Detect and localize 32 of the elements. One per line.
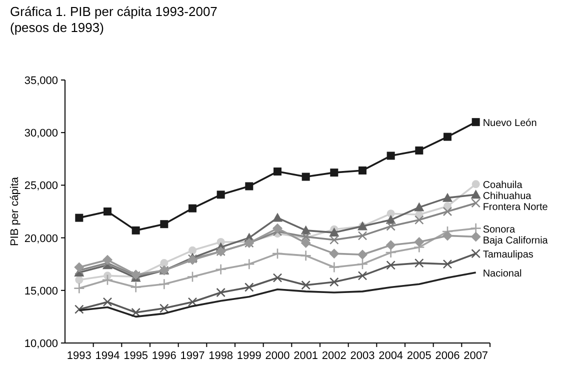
- x-tick-label: 2002: [322, 350, 346, 362]
- y-tick-label: 10,000: [24, 338, 58, 350]
- series-label: Baja California: [482, 235, 548, 246]
- x-tick-label: 2005: [406, 350, 432, 362]
- x-tick-label: 1996: [152, 350, 176, 362]
- series-label: Nuevo León: [482, 118, 537, 130]
- x-tick-label: 2006: [435, 350, 460, 362]
- y-axis-title: PIB per cápita: [9, 176, 21, 246]
- series-label: Tamaulipas: [482, 250, 534, 261]
- series-label: Nacional: [482, 268, 522, 280]
- y-tick-label: 20,000: [24, 232, 58, 245]
- y-tick-label: 25,000: [24, 180, 58, 192]
- x-tick-label: 2001: [294, 350, 318, 362]
- x-tick-label: 2004: [378, 350, 404, 362]
- x-tick-label: 2007: [464, 350, 488, 362]
- chart-subtitle: (pesos de 1993): [10, 20, 104, 35]
- x-tick-label: 1994: [95, 350, 120, 362]
- x-tick-label: 2003: [350, 350, 375, 362]
- y-tick-label: 30,000: [24, 128, 58, 140]
- series-label: Chihuahua: [482, 191, 532, 202]
- series-label: Coahuila: [482, 180, 523, 192]
- x-tick-label: 1999: [236, 350, 262, 362]
- series-label: Sonora: [482, 224, 516, 236]
- x-tick-label: 1993: [66, 350, 92, 362]
- x-tick-label: 1998: [208, 350, 234, 362]
- y-tick-label: 35,000: [24, 75, 58, 87]
- x-tick-label: 1997: [180, 350, 205, 362]
- chart-title: Gráfica 1. PIB per cápita 1993-2007: [10, 4, 218, 19]
- y-tick-label: 15,000: [24, 285, 58, 298]
- x-tick-label: 1995: [124, 350, 148, 362]
- series-label: Frontera Norte: [482, 202, 548, 214]
- x-tick-label: 2000: [265, 350, 290, 362]
